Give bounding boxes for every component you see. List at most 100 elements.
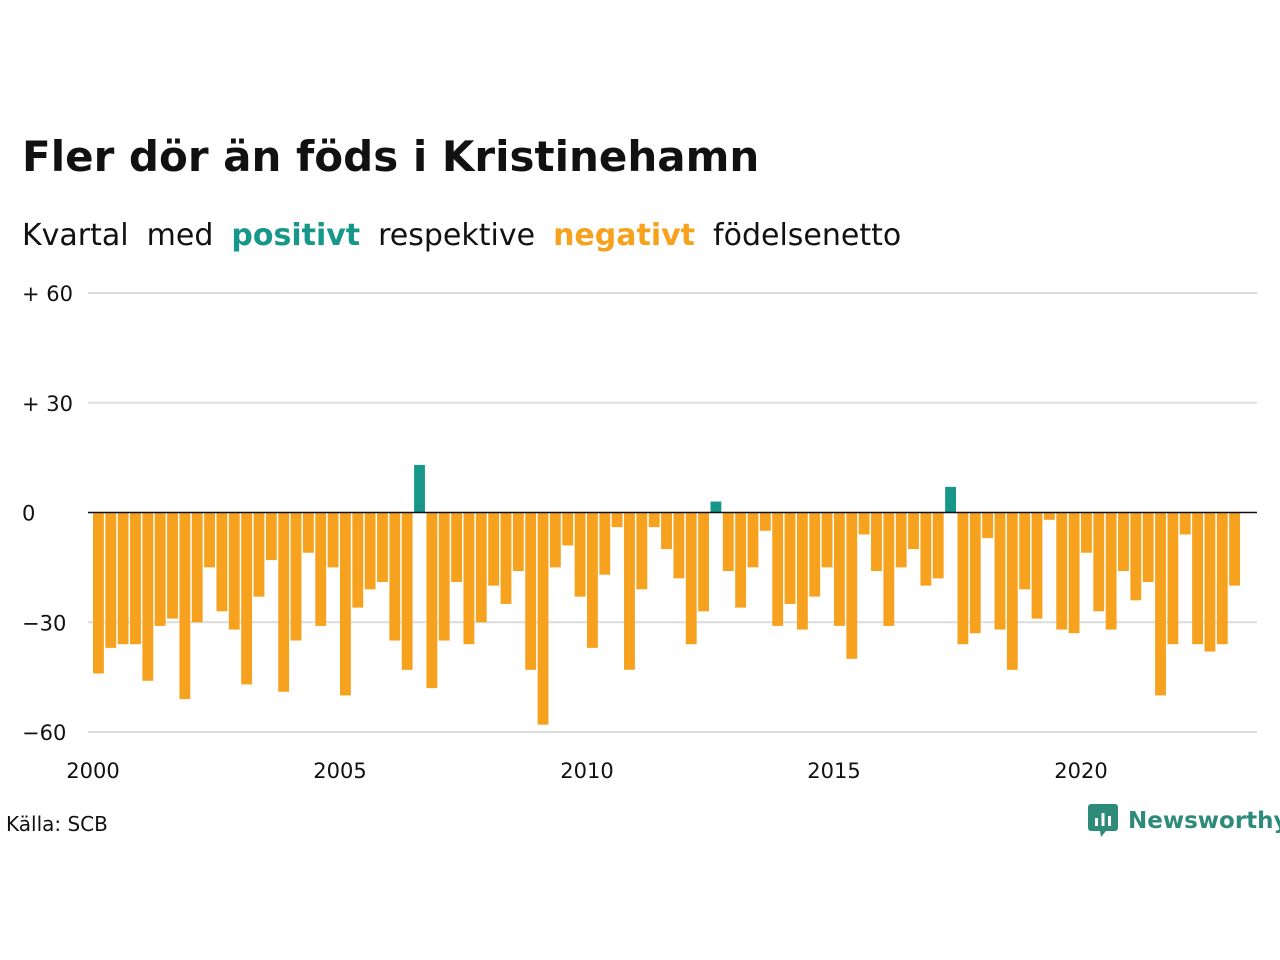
bar: [957, 512, 969, 645]
bar: [784, 512, 796, 604]
bar: [401, 512, 413, 670]
x-tick-label: 2005: [313, 759, 366, 783]
bar: [834, 512, 845, 626]
brand-logo: Newsworthy: [1088, 804, 1280, 838]
bar: [154, 512, 166, 626]
bar: [920, 512, 932, 586]
bar: [1043, 512, 1055, 520]
bar: [1192, 512, 1203, 645]
x-tick-label: 2000: [66, 759, 119, 783]
bar: [772, 512, 784, 626]
bar: [364, 512, 376, 590]
bar: [562, 512, 574, 546]
bar: [512, 512, 524, 572]
bar: [191, 512, 203, 623]
bar: [624, 512, 635, 670]
bar: [587, 512, 598, 648]
bar: [377, 512, 388, 583]
bar: [796, 512, 808, 630]
bar: [611, 512, 623, 528]
bar: [599, 512, 611, 575]
chart-subtitle: Kvartal med positivt respektive negativt föde…: [22, 218, 919, 253]
bar: [290, 512, 302, 641]
y-tick-label: −30: [22, 611, 66, 635]
bar: [389, 512, 401, 641]
bar: [1081, 512, 1092, 553]
bar: [685, 512, 697, 645]
bar: [488, 512, 500, 586]
bar: [883, 512, 895, 626]
bar: [908, 512, 919, 550]
bar: [710, 501, 722, 513]
bar: [969, 512, 981, 634]
bar: [414, 464, 425, 513]
bar: [1204, 512, 1216, 652]
bar: [747, 512, 759, 568]
bar: [340, 512, 351, 696]
bar: [537, 512, 549, 725]
x-tick-label: 2015: [807, 759, 860, 783]
bar: [451, 512, 462, 583]
subtitle-word-fodelsenetto: födelsenetto: [713, 218, 902, 253]
bar: [1068, 512, 1080, 634]
bar: [1130, 512, 1142, 601]
bar: [216, 512, 228, 612]
bar: [871, 512, 882, 572]
bar: [500, 512, 512, 604]
bar: [327, 512, 339, 568]
bar: [105, 512, 117, 648]
chart-title: Fler dör än föds i Kristinehamn: [22, 132, 760, 181]
x-tick-label: 2010: [560, 759, 613, 783]
bar: [809, 512, 821, 597]
bar: [525, 512, 537, 670]
y-tick-label: + 60: [22, 282, 73, 306]
y-tick-label: −60: [22, 721, 66, 745]
bar: [858, 512, 870, 535]
bar: [117, 512, 129, 645]
bar: [241, 512, 253, 685]
bar: [426, 512, 438, 689]
bar: [1056, 512, 1068, 630]
bar: [265, 512, 277, 561]
bar: [228, 512, 240, 630]
bar: [574, 512, 586, 597]
y-tick-label: + 30: [22, 392, 73, 416]
bar: [982, 512, 994, 539]
bar: [352, 512, 364, 608]
bar: [932, 512, 944, 579]
bar: [722, 512, 734, 572]
brand-name: Newsworthy: [1128, 808, 1280, 834]
newsworthy-logo-icon: [1088, 804, 1118, 837]
bar: [636, 512, 648, 590]
subtitle-word-kvartal: Kvartal: [22, 218, 129, 253]
bar: [1216, 512, 1228, 645]
source-note: Källa: SCB: [6, 812, 108, 836]
bar: [204, 512, 215, 568]
bar: [735, 512, 747, 608]
bar: [945, 486, 956, 513]
bar: [142, 512, 154, 681]
bar: [167, 512, 178, 619]
bar: [1155, 512, 1166, 696]
bar: [315, 512, 327, 626]
bar: [1142, 512, 1154, 583]
bar: [1229, 512, 1241, 586]
subtitle-positive-label: positivt: [231, 218, 361, 253]
bar: [895, 512, 907, 568]
bar: [698, 512, 709, 612]
bar: [438, 512, 450, 641]
bar: [661, 512, 672, 550]
bar: [302, 512, 314, 553]
x-tick-label: 2020: [1054, 759, 1107, 783]
bar: [463, 512, 475, 645]
bar: [1019, 512, 1031, 590]
bar: [1031, 512, 1043, 619]
bar: [549, 512, 561, 568]
bar: [1105, 512, 1117, 630]
y-tick-label: 0: [22, 502, 35, 526]
bar: [1179, 512, 1191, 535]
bar: [1006, 512, 1018, 670]
subtitle-word-respektive: respektive: [378, 218, 536, 253]
bar: [179, 512, 191, 700]
